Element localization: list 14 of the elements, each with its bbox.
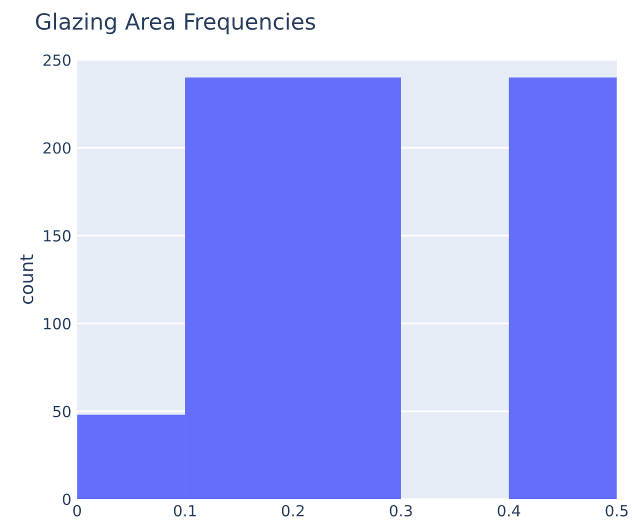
- x-tick-label: 0.5: [606, 504, 628, 516]
- y-tick-label: 250: [44, 54, 71, 66]
- y-tick-label: 50: [53, 406, 71, 418]
- chart-title: Glazing Area Frequencies: [36, 12, 316, 34]
- y-tick-label: 0: [62, 494, 71, 506]
- x-tick-label: 0.3: [390, 504, 412, 516]
- x-tick-label: 0: [73, 504, 81, 516]
- y-tick-label: 200: [44, 142, 71, 154]
- x-tick-label: 0.1: [174, 504, 196, 516]
- y-axis-title: count: [20, 254, 34, 304]
- y-tick-label: 100: [44, 318, 71, 330]
- x-tick-label: 0.2: [282, 504, 304, 516]
- x-tick-label: 0.4: [498, 504, 520, 516]
- y-tick-label: 150: [44, 230, 71, 242]
